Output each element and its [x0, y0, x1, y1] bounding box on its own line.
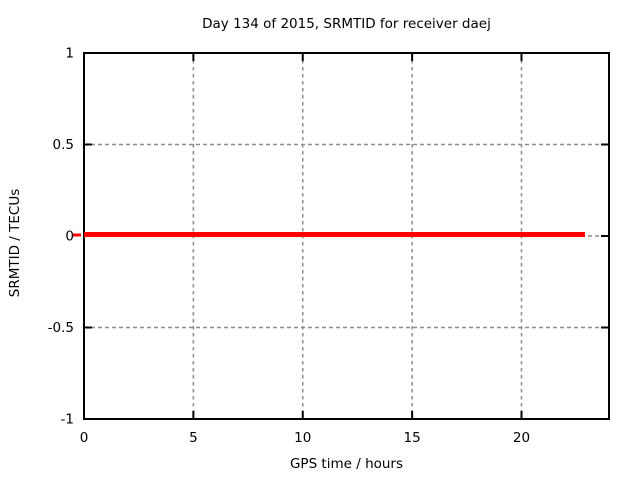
x-tick-label: 15 [404, 430, 421, 446]
y-tick-label: -0.5 [48, 320, 74, 336]
y-tick-label: 0.5 [53, 137, 74, 153]
y-tick-label: 1 [65, 46, 74, 62]
x-tick-label: 5 [189, 430, 198, 446]
x-tick-label: 20 [513, 430, 530, 446]
x-axis-title: GPS time / hours [289, 456, 404, 472]
x-tick-label: 10 [294, 430, 311, 446]
y-tick-label: 0 [65, 229, 74, 245]
y-tick-label: -1 [61, 412, 74, 428]
x-tick-label: 0 [80, 430, 89, 446]
chart-title: Day 134 of 2015, SRMTID for receiver dae… [202, 16, 491, 32]
